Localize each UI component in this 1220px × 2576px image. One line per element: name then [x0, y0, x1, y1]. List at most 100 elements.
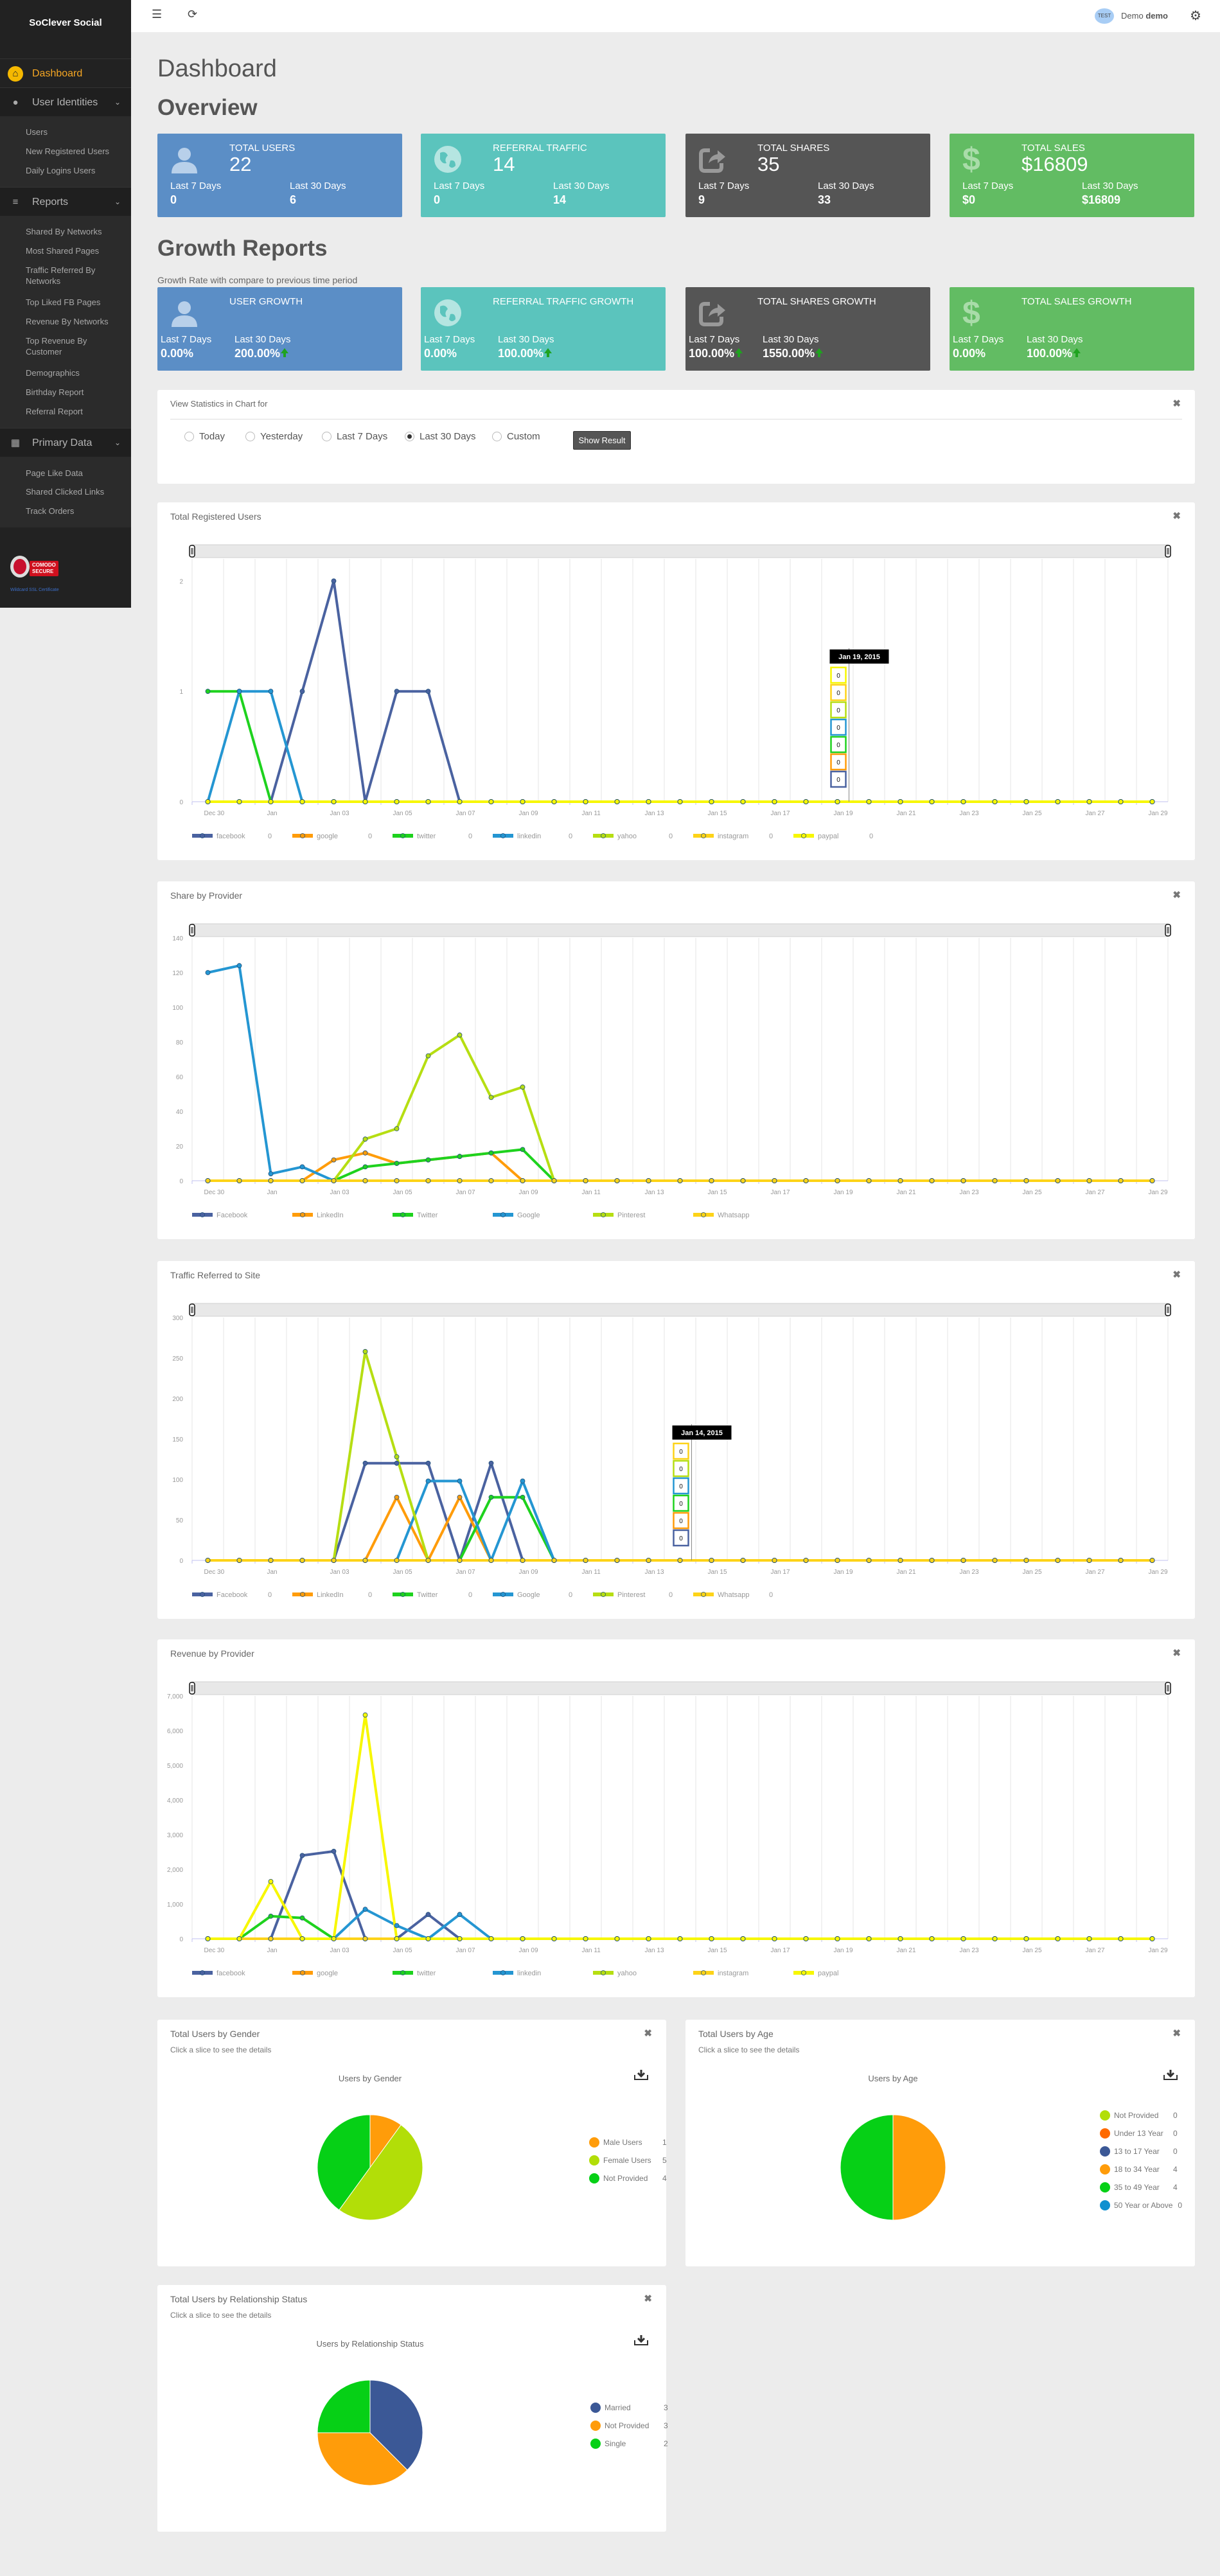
refresh-icon[interactable]: ⟳: [188, 8, 198, 21]
legend-item-google[interactable]: google 0: [292, 833, 372, 840]
legend-item-linkedin[interactable]: linkedin: [493, 1970, 541, 1977]
pie-slice-married[interactable]: [369, 2379, 423, 2471]
legend-item[interactable]: Not Provided 4: [589, 2173, 667, 2183]
sidebar-subitem-referral-report[interactable]: Referral Report: [26, 407, 83, 416]
sidebar-item-user-identities[interactable]: ● User Identities ⌄: [0, 87, 131, 116]
legend-item-linkedin[interactable]: linkedin 0: [493, 833, 572, 840]
close-icon[interactable]: ✖: [1172, 2028, 1181, 2039]
legend-item-twitter[interactable]: Twitter: [393, 1212, 438, 1219]
download-icon[interactable]: [634, 2070, 648, 2080]
radio-button-selected[interactable]: [405, 432, 414, 441]
range-navigator[interactable]: [191, 544, 1169, 558]
sidebar-subitem-track-orders[interactable]: Track Orders: [26, 506, 75, 516]
sidebar-subitem-users[interactable]: Users: [26, 127, 48, 137]
close-icon[interactable]: ✖: [644, 2293, 652, 2304]
pie-slice-18-to-34-year[interactable]: [892, 2114, 946, 2221]
radio-button[interactable]: [184, 432, 194, 441]
sidebar-subitem-shared-clicked-links[interactable]: Shared Clicked Links: [26, 487, 105, 497]
ssl-logo[interactable]: COMODO SECURE: [30, 561, 58, 576]
sidebar-item-reports[interactable]: ≡ Reports ⌄: [0, 187, 131, 216]
legend-item-facebook[interactable]: Facebook: [192, 1212, 248, 1219]
close-icon[interactable]: ✖: [1172, 1648, 1181, 1659]
legend-item-yahoo[interactable]: yahoo 0: [593, 833, 673, 840]
sidebar-subitem-new-registered-users[interactable]: New Registered Users: [26, 146, 110, 156]
navigator-handle[interactable]: [1165, 924, 1171, 937]
legend-item-instagram[interactable]: instagram: [693, 1970, 748, 1977]
user-name[interactable]: Demo demo: [1121, 11, 1168, 21]
legend-item[interactable]: Under 13 Year 0: [1100, 2128, 1178, 2139]
legend-item-facebook[interactable]: Facebook 0: [192, 1591, 272, 1599]
radio-yesterday[interactable]: Yesterday: [245, 431, 303, 442]
legend-item-yahoo[interactable]: yahoo: [593, 1970, 637, 1977]
sidebar-subitem-birthday-report[interactable]: Birthday Report: [26, 387, 84, 397]
radio-custom[interactable]: Custom: [492, 431, 540, 442]
legend-item-google[interactable]: google: [292, 1970, 338, 1977]
close-icon[interactable]: ✖: [1172, 398, 1181, 409]
legend-item[interactable]: Female Users 5: [589, 2155, 667, 2166]
range-navigator[interactable]: [191, 923, 1169, 937]
hamburger-menu-icon[interactable]: ☰: [152, 8, 163, 21]
sidebar-subitem-most-shared-pages[interactable]: Most Shared Pages: [26, 246, 100, 256]
pie-slice-not-provided[interactable]: [317, 2114, 371, 2211]
sidebar-subitem-page-like-data[interactable]: Page Like Data: [26, 468, 83, 478]
legend-item[interactable]: 18 to 34 Year 4: [1100, 2164, 1178, 2175]
navigator-handle[interactable]: [1165, 545, 1171, 558]
close-icon[interactable]: ✖: [644, 2028, 652, 2039]
navigator-handle[interactable]: [189, 1682, 195, 1695]
sidebar-subitem-traffic-referred[interactable]: Traffic Referred By Networks: [26, 265, 96, 286]
sidebar-item-primary-data[interactable]: ▦ Primary Data ⌄: [0, 428, 131, 457]
legend-item-twitter[interactable]: twitter 0: [393, 833, 472, 840]
legend-item[interactable]: Male Users 1: [589, 2137, 667, 2148]
legend-item-paypal[interactable]: paypal 0: [793, 833, 873, 840]
download-icon[interactable]: [634, 2335, 648, 2345]
legend-item-linkedin[interactable]: LinkedIn 0: [292, 1591, 372, 1599]
avatar[interactable]: TEST: [1095, 8, 1114, 24]
legend-item[interactable]: Not Provided 0: [1100, 2110, 1178, 2121]
pie-slice-single[interactable]: [317, 2379, 371, 2433]
sidebar-subitem-shared-by-networks[interactable]: Shared By Networks: [26, 227, 102, 236]
download-icon[interactable]: [1163, 2070, 1178, 2080]
legend-item[interactable]: Married 3: [590, 2403, 668, 2413]
legend-item[interactable]: Not Provided 3: [590, 2421, 668, 2431]
navigator-handle[interactable]: [189, 924, 195, 937]
radio-last-7-days[interactable]: Last 7 Days: [322, 431, 387, 442]
sidebar-subitem-top-liked-fb-pages[interactable]: Top Liked FB Pages: [26, 297, 101, 307]
radio-today[interactable]: Today: [184, 431, 225, 442]
legend-item-paypal[interactable]: paypal: [793, 1970, 838, 1977]
legend-item-facebook[interactable]: facebook 0: [192, 833, 272, 840]
legend-item-linkedin[interactable]: LinkedIn: [292, 1212, 344, 1219]
legend-item-whatsapp[interactable]: Whatsapp: [693, 1212, 750, 1219]
navigator-handle[interactable]: [189, 545, 195, 558]
range-navigator[interactable]: [191, 1303, 1169, 1317]
sidebar-item-dashboard[interactable]: ⌂ Dashboard: [0, 58, 131, 87]
pie-slice-35-to-49-year[interactable]: [840, 2114, 894, 2221]
show-result-button[interactable]: Show Result: [573, 431, 631, 450]
legend-item-pinterest[interactable]: Pinterest: [593, 1212, 645, 1219]
brand-logo[interactable]: SoClever Social: [0, 0, 131, 58]
legend-item-facebook[interactable]: facebook: [192, 1970, 245, 1977]
legend-item-google[interactable]: Google 0: [493, 1591, 572, 1599]
legend-item[interactable]: 13 to 17 Year 0: [1100, 2146, 1178, 2157]
range-navigator[interactable]: [191, 1681, 1169, 1695]
radio-button[interactable]: [245, 432, 255, 441]
legend-item-google[interactable]: Google: [493, 1212, 540, 1219]
legend-item[interactable]: 35 to 49 Year 4: [1100, 2182, 1178, 2192]
pie-slice-female-users[interactable]: [339, 2124, 423, 2221]
legend-item-whatsapp[interactable]: Whatsapp 0: [693, 1591, 773, 1599]
navigator-handle[interactable]: [189, 1303, 195, 1316]
legend-item[interactable]: Single 2: [590, 2439, 668, 2449]
navigator-handle[interactable]: [1165, 1682, 1171, 1695]
sidebar-subitem-daily-logins-users[interactable]: Daily Logins Users: [26, 166, 96, 175]
legend-item[interactable]: 50 Year or Above 0: [1100, 2200, 1182, 2210]
navigator-handle[interactable]: [1165, 1303, 1171, 1316]
legend-item-twitter[interactable]: Twitter 0: [393, 1591, 472, 1599]
sidebar-subitem-revenue-by-networks[interactable]: Revenue By Networks: [26, 317, 109, 326]
radio-last-30-days[interactable]: Last 30 Days: [405, 431, 476, 442]
legend-item-pinterest[interactable]: Pinterest 0: [593, 1591, 673, 1599]
sidebar-subitem-demographics[interactable]: Demographics: [26, 368, 80, 378]
gear-icon[interactable]: ⚙: [1190, 9, 1201, 23]
close-icon[interactable]: ✖: [1172, 511, 1181, 522]
radio-button[interactable]: [492, 432, 502, 441]
legend-item-instagram[interactable]: instagram 0: [693, 833, 773, 840]
legend-item-twitter[interactable]: twitter: [393, 1970, 436, 1977]
